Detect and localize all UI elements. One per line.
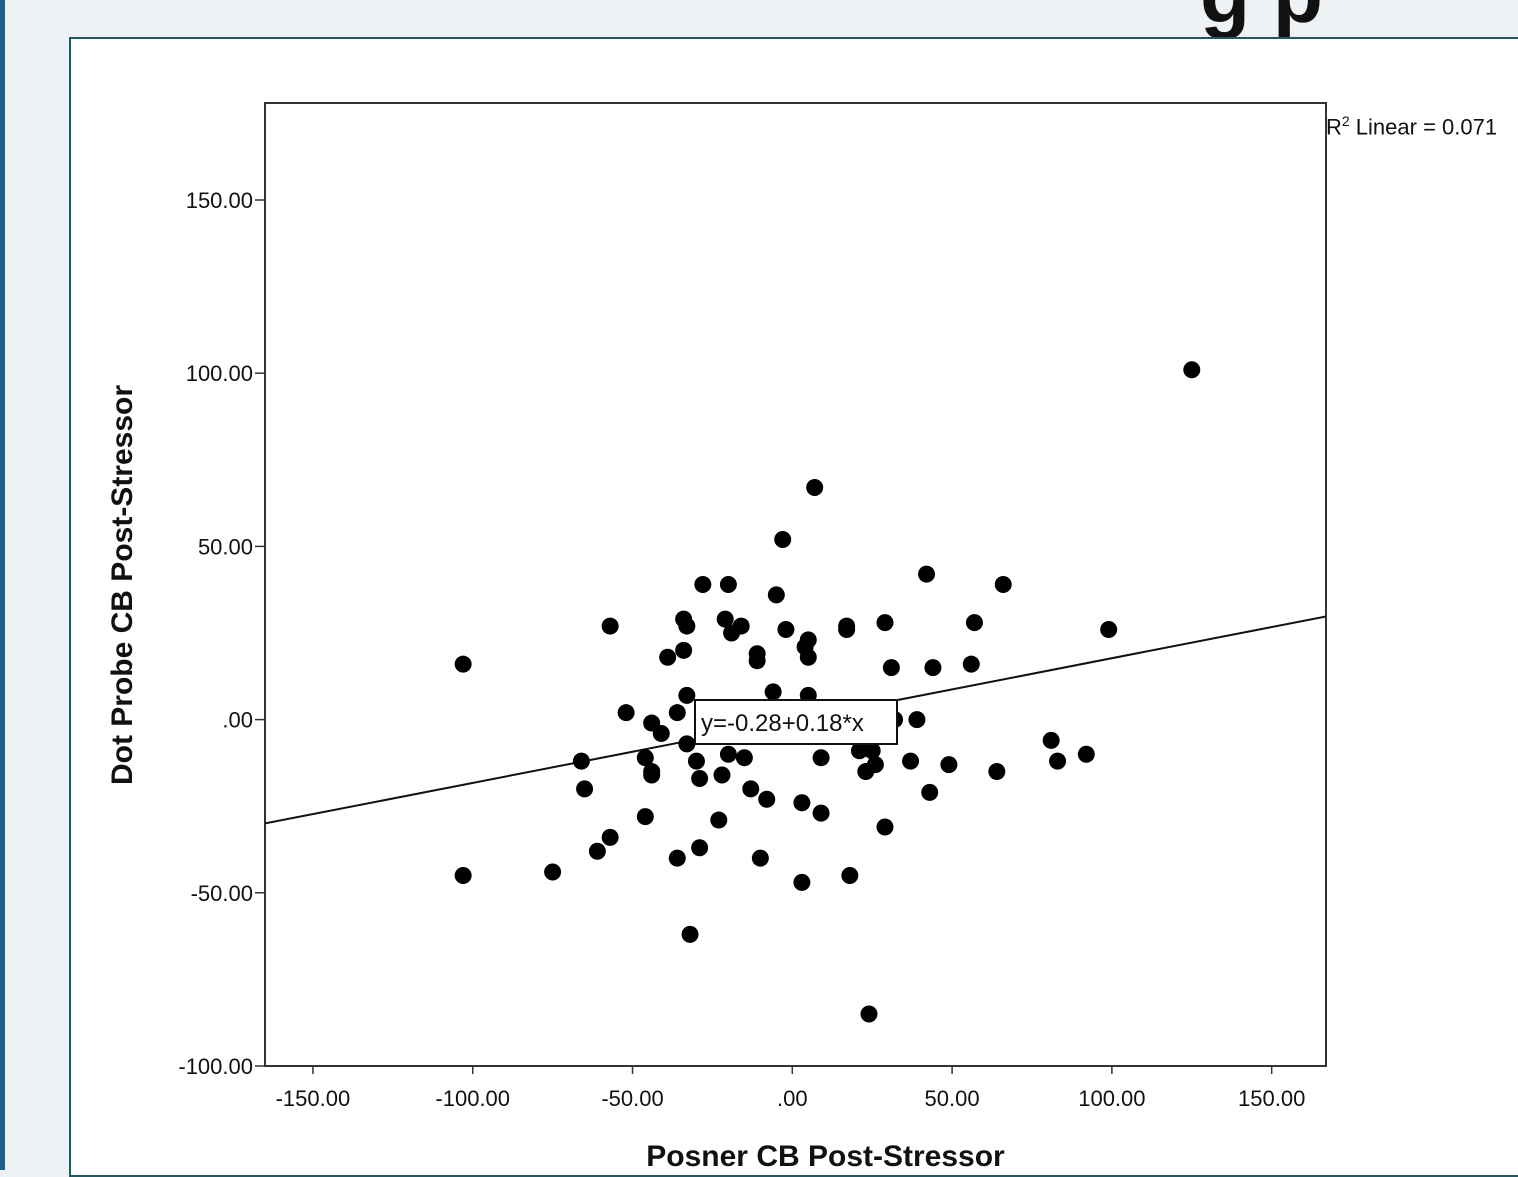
data-point xyxy=(544,863,562,881)
data-point xyxy=(965,614,983,632)
y-tick-label: -50.00 xyxy=(191,881,253,906)
r2-prefix: R xyxy=(1326,114,1342,140)
data-point xyxy=(793,794,811,812)
data-point xyxy=(691,839,709,857)
data-point xyxy=(732,617,750,635)
y-tick-label: 100.00 xyxy=(186,361,253,386)
data-point xyxy=(691,769,709,787)
data-point xyxy=(636,749,654,767)
x-axis-label: Posner CB Post-Stressor xyxy=(646,1140,1005,1170)
data-point xyxy=(678,617,696,635)
data-point xyxy=(940,756,958,774)
data-point xyxy=(994,576,1012,593)
data-point xyxy=(962,655,980,673)
data-point xyxy=(678,686,696,704)
header-fragment: g p xyxy=(1200,0,1323,42)
data-point xyxy=(860,1005,878,1023)
data-point xyxy=(681,925,699,943)
equation-label: y=-0.28+0.18*x xyxy=(701,710,864,737)
data-point xyxy=(694,576,712,593)
data-point xyxy=(675,641,693,659)
plot-frame xyxy=(264,102,1327,1067)
left-border-bar xyxy=(0,0,5,1170)
data-point xyxy=(751,849,769,867)
data-point xyxy=(713,766,731,784)
data-point xyxy=(774,530,792,548)
data-point xyxy=(601,828,619,846)
data-point xyxy=(882,659,900,677)
data-point xyxy=(908,711,926,729)
data-point xyxy=(710,811,728,829)
data-point xyxy=(735,749,753,767)
data-point xyxy=(777,621,795,639)
data-point xyxy=(1049,752,1067,770)
data-point xyxy=(659,648,677,666)
data-point xyxy=(812,804,830,822)
x-tick-label: 50.00 xyxy=(925,1086,980,1111)
data-point xyxy=(806,479,824,497)
y-tick-label: 50.00 xyxy=(198,534,253,559)
data-point xyxy=(636,808,654,826)
data-point xyxy=(924,659,942,677)
data-point xyxy=(841,866,859,884)
data-point xyxy=(572,752,590,770)
data-point xyxy=(678,735,696,753)
r2-label: R2 Linear = 0.071 xyxy=(1326,113,1497,140)
data-point xyxy=(1183,361,1201,379)
data-point xyxy=(716,610,734,628)
data-point xyxy=(576,780,594,798)
y-axis-label: Dot Probe CB Post-Stressor xyxy=(106,385,139,785)
data-point xyxy=(454,655,472,673)
data-point xyxy=(793,873,811,891)
data-point xyxy=(918,565,936,583)
data-point xyxy=(668,704,686,722)
data-point xyxy=(799,631,817,649)
data-point xyxy=(921,783,939,801)
data-point xyxy=(902,752,920,770)
data-point xyxy=(687,752,705,770)
data-point xyxy=(454,866,472,884)
r2-exponent: 2 xyxy=(1341,113,1350,129)
data-point xyxy=(588,842,606,860)
data-point xyxy=(719,745,737,763)
data-point xyxy=(764,683,782,701)
data-point xyxy=(1042,731,1060,749)
data-point xyxy=(748,652,766,670)
x-tick-label: 150.00 xyxy=(1238,1086,1305,1111)
data-point xyxy=(601,617,619,635)
y-tick-label: 150.00 xyxy=(186,188,253,213)
data-point xyxy=(767,586,785,604)
x-tick-label: -50.00 xyxy=(601,1086,663,1111)
equation-box xyxy=(694,699,898,745)
data-point xyxy=(1100,621,1118,639)
data-point xyxy=(758,790,776,808)
data-point xyxy=(719,576,737,593)
x-tick-label: -100.00 xyxy=(435,1086,510,1111)
x-tick-label: -150.00 xyxy=(276,1086,351,1111)
data-point xyxy=(863,742,881,760)
data-point xyxy=(643,766,661,784)
data-point xyxy=(988,763,1006,781)
data-point xyxy=(866,756,884,774)
y-tick-label: .00 xyxy=(222,708,253,733)
r2-value: Linear = 0.071 xyxy=(1349,114,1498,140)
data-point xyxy=(876,614,894,632)
data-point xyxy=(812,749,830,767)
data-point xyxy=(652,724,670,742)
x-tick-label: .00 xyxy=(777,1086,808,1111)
data-point xyxy=(838,621,856,639)
y-tick-label: -100.00 xyxy=(178,1054,253,1079)
data-point xyxy=(850,742,868,760)
x-tick-label: 100.00 xyxy=(1078,1086,1145,1111)
data-point xyxy=(617,704,635,722)
data-point xyxy=(1077,745,1095,763)
figure-panel xyxy=(69,37,1518,1177)
data-point xyxy=(668,849,686,867)
data-point xyxy=(876,818,894,836)
data-point xyxy=(799,648,817,666)
data-point xyxy=(742,780,760,798)
